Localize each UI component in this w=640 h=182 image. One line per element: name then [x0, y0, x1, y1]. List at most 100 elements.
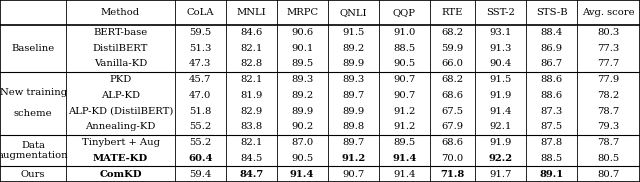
Text: 78.2: 78.2 [597, 91, 620, 100]
Text: 86.7: 86.7 [541, 60, 563, 68]
Text: 87.3: 87.3 [541, 107, 563, 116]
Text: 88.5: 88.5 [393, 44, 415, 53]
Text: 88.5: 88.5 [541, 154, 563, 163]
Text: 90.7: 90.7 [393, 75, 415, 84]
Text: RTE: RTE [442, 8, 463, 17]
Text: 89.7: 89.7 [342, 91, 364, 100]
Text: SST-2: SST-2 [486, 8, 515, 17]
Text: Annealing-KD: Annealing-KD [85, 122, 156, 131]
Text: 92.1: 92.1 [490, 122, 512, 131]
Text: ComKD: ComKD [99, 170, 142, 179]
Text: Avg. score: Avg. score [582, 8, 635, 17]
Text: 82.9: 82.9 [240, 107, 262, 116]
Text: Ours: Ours [21, 170, 45, 179]
Text: 90.7: 90.7 [393, 91, 415, 100]
Text: 79.3: 79.3 [597, 122, 620, 131]
Text: MATE-KD: MATE-KD [93, 154, 148, 163]
Text: 82.1: 82.1 [240, 75, 262, 84]
Text: 77.9: 77.9 [597, 75, 620, 84]
Text: 91.4: 91.4 [290, 170, 314, 179]
Text: 89.3: 89.3 [342, 75, 364, 84]
Text: 51.3: 51.3 [189, 44, 211, 53]
Text: 80.5: 80.5 [597, 154, 620, 163]
Text: 71.8: 71.8 [440, 170, 465, 179]
Text: 90.2: 90.2 [291, 122, 314, 131]
Text: New training

scheme: New training scheme [0, 88, 67, 118]
Text: 47.0: 47.0 [189, 91, 211, 100]
Text: 89.2: 89.2 [342, 44, 364, 53]
Text: 82.1: 82.1 [240, 44, 262, 53]
Text: 89.9: 89.9 [342, 107, 364, 116]
Text: MNLI: MNLI [236, 8, 266, 17]
Text: 78.7: 78.7 [597, 107, 620, 116]
Text: 77.7: 77.7 [597, 60, 620, 68]
Text: 89.7: 89.7 [342, 138, 364, 147]
Text: 87.8: 87.8 [541, 138, 563, 147]
Text: 47.3: 47.3 [189, 60, 211, 68]
Text: 45.7: 45.7 [189, 75, 211, 84]
Text: 60.4: 60.4 [188, 154, 212, 163]
Text: 89.9: 89.9 [291, 107, 314, 116]
Text: 80.3: 80.3 [597, 28, 620, 37]
Text: STS-B: STS-B [536, 8, 568, 17]
Text: 91.2: 91.2 [393, 107, 415, 116]
Text: 55.2: 55.2 [189, 122, 211, 131]
Text: BERT-base: BERT-base [93, 28, 148, 37]
Text: 91.4: 91.4 [393, 170, 415, 179]
Text: MRPC: MRPC [286, 8, 318, 17]
Text: 88.4: 88.4 [540, 28, 563, 37]
Text: 91.2: 91.2 [393, 122, 415, 131]
Text: 66.0: 66.0 [442, 60, 463, 68]
Text: 90.6: 90.6 [291, 28, 313, 37]
Text: PKD: PKD [109, 75, 132, 84]
Text: 51.8: 51.8 [189, 107, 211, 116]
Text: Data
augmentation: Data augmentation [0, 141, 68, 160]
Text: 91.9: 91.9 [490, 138, 512, 147]
Text: ALP-KD (DistilBERT): ALP-KD (DistilBERT) [68, 107, 173, 116]
Text: 82.8: 82.8 [240, 60, 262, 68]
Text: 82.1: 82.1 [240, 138, 262, 147]
Text: 68.2: 68.2 [442, 75, 463, 84]
Text: 77.3: 77.3 [597, 44, 620, 53]
Text: 89.5: 89.5 [291, 60, 314, 68]
Text: 92.2: 92.2 [488, 154, 513, 163]
Text: 90.7: 90.7 [342, 170, 364, 179]
Text: ALP-KD: ALP-KD [101, 91, 140, 100]
Text: 59.9: 59.9 [441, 44, 463, 53]
Text: 87.0: 87.0 [291, 138, 314, 147]
Text: 80.7: 80.7 [597, 170, 620, 179]
Text: 68.6: 68.6 [442, 91, 463, 100]
Text: 90.5: 90.5 [393, 60, 415, 68]
Text: 83.8: 83.8 [240, 122, 262, 131]
Text: 91.3: 91.3 [490, 44, 512, 53]
Text: Baseline: Baseline [12, 44, 55, 53]
Text: 88.6: 88.6 [541, 75, 563, 84]
Text: 88.6: 88.6 [541, 91, 563, 100]
Text: DistilBERT: DistilBERT [93, 44, 148, 53]
Text: 78.7: 78.7 [597, 138, 620, 147]
Text: 67.9: 67.9 [442, 122, 463, 131]
Text: 91.4: 91.4 [392, 154, 417, 163]
Text: 70.0: 70.0 [441, 154, 463, 163]
Text: Method: Method [101, 8, 140, 17]
Text: 89.2: 89.2 [291, 91, 314, 100]
Text: CoLA: CoLA [186, 8, 214, 17]
Text: 59.4: 59.4 [189, 170, 211, 179]
Text: 84.5: 84.5 [240, 154, 262, 163]
Text: 67.5: 67.5 [442, 107, 463, 116]
Text: 84.6: 84.6 [240, 28, 262, 37]
Text: 90.5: 90.5 [291, 154, 314, 163]
Text: 81.9: 81.9 [240, 91, 262, 100]
Text: 90.4: 90.4 [490, 60, 512, 68]
Text: 91.5: 91.5 [342, 28, 364, 37]
Text: 91.5: 91.5 [490, 75, 512, 84]
Text: Vanilla-KD: Vanilla-KD [94, 60, 147, 68]
Text: 89.5: 89.5 [393, 138, 415, 147]
Text: QQP: QQP [393, 8, 416, 17]
Text: 91.2: 91.2 [341, 154, 365, 163]
Text: 89.9: 89.9 [342, 60, 364, 68]
Text: 91.4: 91.4 [490, 107, 512, 116]
Text: 68.6: 68.6 [442, 138, 463, 147]
Text: 86.9: 86.9 [541, 44, 563, 53]
Text: 89.3: 89.3 [291, 75, 314, 84]
